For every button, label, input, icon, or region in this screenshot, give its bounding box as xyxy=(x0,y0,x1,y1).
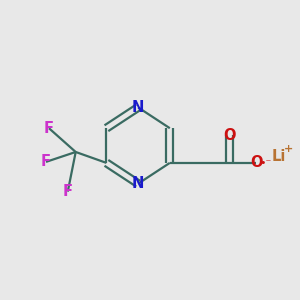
Text: F: F xyxy=(63,184,73,199)
Text: O: O xyxy=(223,128,236,142)
Text: O: O xyxy=(250,155,262,170)
Text: F: F xyxy=(41,154,51,169)
Text: Li: Li xyxy=(272,149,286,164)
Text: N: N xyxy=(132,176,144,191)
Text: •⁻: •⁻ xyxy=(260,158,272,168)
Text: N: N xyxy=(132,100,144,115)
Text: +: + xyxy=(284,144,293,154)
Text: F: F xyxy=(44,121,54,136)
